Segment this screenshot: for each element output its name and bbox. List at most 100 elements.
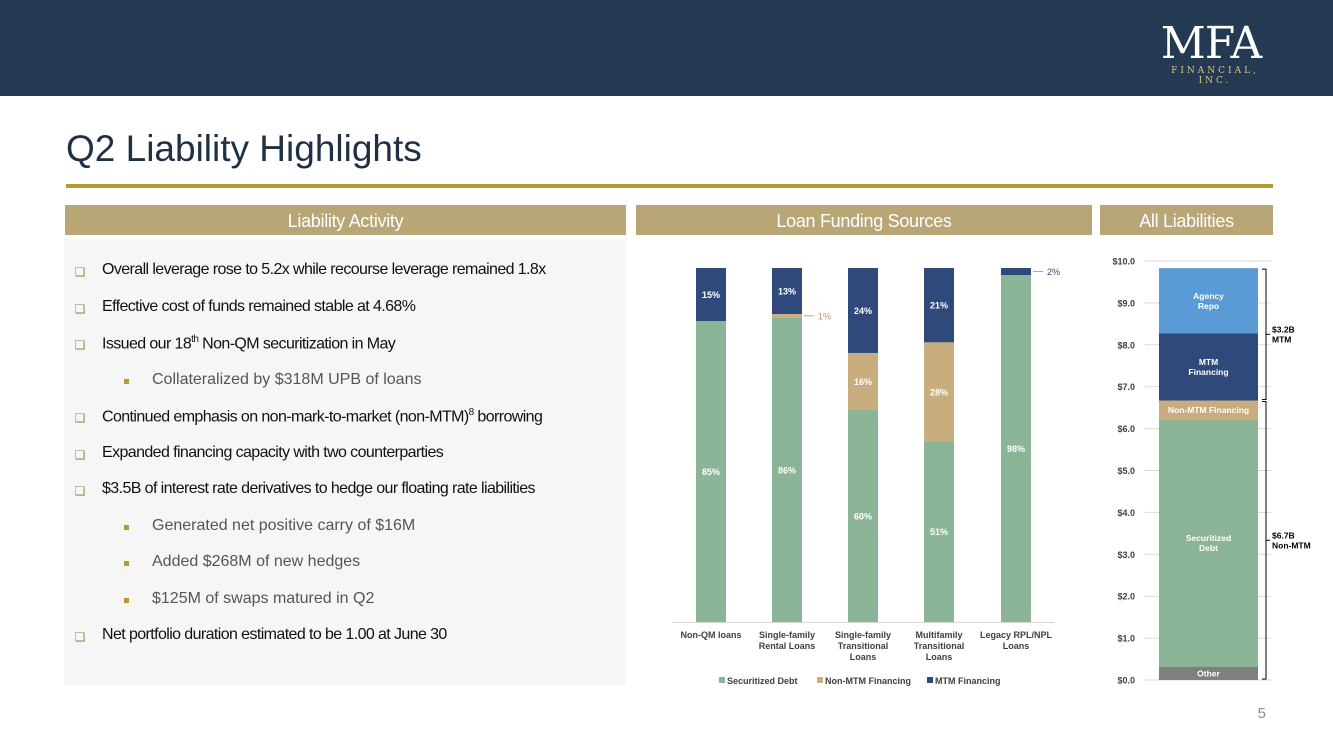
bullet-text: Continued emphasis on non-mark-to-market… [102, 407, 543, 426]
y-tick-label: $4.0 [1117, 508, 1135, 518]
bullet-text: Overall leverage rose to 5.2x while reco… [102, 261, 546, 278]
bullet-text: Collateralized by $318M UPB of loans [152, 371, 422, 388]
bullet-text: Issued our 18th Non-QM securitization in… [102, 334, 396, 353]
bar-mtm-financing [924, 268, 954, 343]
y-tick-label: $2.0 [1117, 592, 1135, 602]
data-label: 2% [1047, 267, 1060, 277]
legend-label: MTM Financing [935, 676, 1001, 686]
bracket-line [1262, 268, 1267, 401]
data-label: 51% [930, 527, 948, 537]
y-tick-label: $5.0 [1117, 466, 1135, 476]
liability-activity-panel: ❏ Overall leverage rose to 5.2x while rec… [64, 239, 626, 685]
x-tick-label: Single-family [835, 630, 891, 640]
page-number: 5 [1257, 705, 1266, 722]
x-tick-label: Multifamily [915, 630, 962, 640]
bullet-text: Net portfolio duration estimated to be 1… [102, 626, 447, 643]
data-label: 60% [854, 511, 872, 521]
bar-segment-securitized-debt [1159, 419, 1258, 667]
data-label: 21% [930, 301, 948, 311]
bar-segment-agency-repo [1159, 268, 1258, 334]
bracket-label: $6.7B [1272, 530, 1295, 540]
bar-securitized-debt [848, 409, 878, 622]
bar-mtm-financing [772, 268, 802, 315]
segment-label: Agency [1193, 291, 1224, 301]
x-tick-label: Transitional [914, 641, 965, 651]
bar-securitized-debt [696, 321, 726, 622]
x-tick-label: Non-QM loans [681, 630, 742, 640]
bar-mtm-financing [696, 268, 726, 322]
bar-segment-non-mtm-financing [1159, 400, 1258, 420]
square-bullet-icon: ❏ [74, 448, 86, 462]
bullet-text: Added $268M of new hedges [152, 553, 361, 570]
bar-securitized-debt [924, 441, 954, 622]
data-label: 24% [854, 306, 872, 316]
y-tick-label: $10.0 [1112, 257, 1135, 267]
legend-swatch [719, 677, 725, 683]
square-bullet-icon: ❏ [74, 302, 86, 316]
bar-non-mtm-financing [924, 342, 954, 442]
slide-title: Q2 Liability Highlights [66, 128, 422, 169]
segment-label: Debt [1199, 543, 1218, 553]
x-tick-label: Loans [926, 652, 953, 662]
square-bullet-icon: ❏ [74, 338, 86, 352]
bar-securitized-debt [1001, 275, 1031, 622]
y-tick-label: $7.0 [1117, 382, 1135, 392]
data-label: 28% [930, 387, 948, 397]
company-logo: MFA FINANCIAL, INC. [1146, 18, 1276, 87]
square-bullet-icon: ❏ [74, 630, 86, 644]
bar-segment-mtm-financing [1159, 333, 1258, 401]
y-tick-label: $9.0 [1117, 298, 1135, 308]
x-tick-label: Transitional [838, 641, 889, 651]
bullet-text: $125M of swaps matured in Q2 [152, 590, 375, 607]
bar-segment-other [1159, 666, 1258, 680]
segment-label: Non-MTM Financing [1168, 405, 1249, 415]
small-square-bullet-icon [124, 598, 129, 603]
section-header-all-liabilities: All Liabilities [1100, 205, 1273, 235]
x-tick-label: Single-family [759, 630, 815, 640]
small-square-bullet-icon [124, 379, 129, 384]
x-tick-label: Rental Loans [759, 641, 816, 651]
logo-primary: MFA [1160, 18, 1263, 69]
data-label: 15% [702, 290, 720, 300]
bracket-line [1262, 401, 1267, 680]
bracket-label: MTM [1272, 334, 1291, 344]
segment-label: Other [1197, 668, 1220, 678]
data-label: 13% [778, 287, 796, 297]
bar-mtm-financing [848, 268, 878, 353]
bullet-text: Effective cost of funds remained stable … [102, 298, 416, 315]
title-divider [66, 184, 1273, 188]
bar-non-mtm-financing [772, 314, 802, 318]
legend-label: Securitized Debt [727, 676, 798, 686]
bullet-text: Generated net positive carry of $16M [152, 517, 416, 534]
bar-non-mtm-financing [848, 352, 878, 410]
y-tick-label: $8.0 [1117, 340, 1135, 350]
bracket-label: Non-MTM [1272, 540, 1311, 550]
square-bullet-icon: ❏ [74, 411, 86, 425]
square-bullet-icon: ❏ [74, 265, 86, 279]
legend-swatch [817, 677, 823, 683]
bullet-text: $3.5B of interest rate derivatives to he… [102, 480, 536, 497]
section-header-loan-funding-sources: Loan Funding Sources [636, 205, 1092, 235]
square-bullet-icon: ❏ [74, 484, 86, 498]
data-label: 16% [854, 377, 872, 387]
legend-swatch [927, 677, 933, 683]
logo-secondary: FINANCIAL, INC. [1171, 66, 1259, 86]
small-square-bullet-icon [124, 561, 129, 566]
data-label: 1% [818, 311, 831, 321]
small-square-bullet-icon [124, 525, 129, 530]
data-label: 86% [778, 465, 796, 475]
header-bar [0, 0, 1333, 96]
data-label: 85% [702, 467, 720, 477]
x-tick-label: Legacy RPL/NPL [980, 630, 1053, 640]
bar-securitized-debt [772, 317, 802, 622]
y-tick-label: $6.0 [1117, 424, 1135, 434]
x-tick-label: Loans [850, 652, 877, 662]
data-label: 98% [1007, 444, 1025, 454]
loan-funding-sources-chart: 85%15%Non-QM loans86%1%13%Single-familyR… [673, 267, 1060, 686]
segment-label: MTM [1199, 357, 1218, 367]
segment-label: Financing [1188, 367, 1228, 377]
segment-label: Securitized [1186, 533, 1231, 543]
section-header-liability-activity: Liability Activity [65, 205, 626, 235]
y-tick-label: $3.0 [1117, 550, 1135, 560]
x-tick-label: Loans [1003, 641, 1030, 651]
